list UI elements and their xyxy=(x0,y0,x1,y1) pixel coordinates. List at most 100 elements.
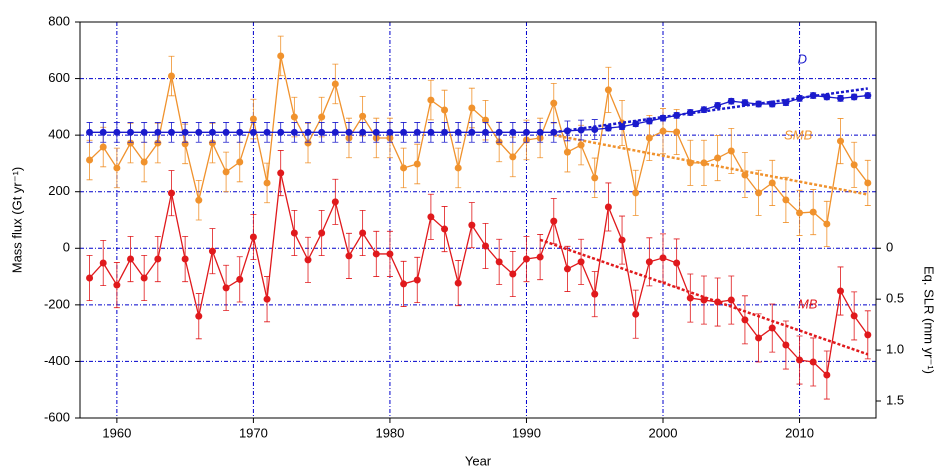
data-point xyxy=(140,128,148,136)
data-point xyxy=(181,255,189,263)
data-point xyxy=(741,99,749,107)
data-point xyxy=(468,221,476,229)
data-point xyxy=(632,310,640,318)
y2-tick-label: 0.5 xyxy=(886,291,904,306)
data-point xyxy=(113,128,121,136)
data-point xyxy=(249,115,257,123)
data-point xyxy=(782,341,790,349)
data-point xyxy=(181,128,189,136)
y2-tick-label: 0 xyxy=(886,240,893,255)
data-point xyxy=(509,270,517,278)
data-point xyxy=(236,275,244,283)
data-point xyxy=(427,96,435,104)
data-point xyxy=(741,171,749,179)
data-point xyxy=(509,128,517,136)
data-point xyxy=(441,128,449,136)
data-point xyxy=(441,225,449,233)
data-point xyxy=(236,158,244,166)
data-point xyxy=(495,258,503,266)
series-line xyxy=(89,94,868,133)
data-point xyxy=(591,125,599,133)
y-tick-label: 400 xyxy=(48,127,70,142)
x-tick-label: 1970 xyxy=(239,425,268,440)
data-point xyxy=(386,128,394,136)
data-point xyxy=(318,113,326,121)
data-point xyxy=(208,247,216,255)
data-point xyxy=(331,80,339,88)
data-point xyxy=(632,189,640,197)
data-point xyxy=(263,128,271,136)
data-point xyxy=(86,128,94,136)
data-point xyxy=(522,255,530,263)
y2-tick-label: 1.0 xyxy=(886,342,904,357)
data-point xyxy=(154,139,162,147)
data-point xyxy=(700,106,708,114)
data-point xyxy=(208,139,216,147)
x-axis-label: Year xyxy=(465,453,492,468)
data-point xyxy=(837,137,845,145)
y-axis-label: Mass flux (Gt yr⁻¹) xyxy=(9,167,24,274)
data-point xyxy=(249,233,257,241)
data-point xyxy=(645,134,653,142)
trend-line xyxy=(553,87,868,134)
data-point xyxy=(167,189,175,197)
data-point xyxy=(482,116,490,124)
data-point xyxy=(727,296,735,304)
data-point xyxy=(550,99,558,107)
data-point xyxy=(604,86,612,94)
data-point xyxy=(99,128,107,136)
data-point xyxy=(823,371,831,379)
data-point xyxy=(290,128,298,136)
data-point xyxy=(413,160,421,168)
data-point xyxy=(345,128,353,136)
data-point xyxy=(850,93,858,101)
data-point xyxy=(850,161,858,169)
data-point xyxy=(304,128,312,136)
data-point xyxy=(140,158,148,166)
data-point xyxy=(290,229,298,237)
data-point xyxy=(195,312,203,320)
data-point xyxy=(427,213,435,221)
data-point xyxy=(482,128,490,136)
y2-axis-label: Eq. SLR (mm yr⁻¹) xyxy=(922,266,937,374)
data-point xyxy=(236,128,244,136)
data-point xyxy=(331,128,339,136)
plot-frame xyxy=(79,21,877,419)
data-point xyxy=(809,208,817,216)
data-point xyxy=(495,128,503,136)
data-point xyxy=(127,128,135,136)
data-point xyxy=(591,174,599,182)
data-point xyxy=(386,250,394,258)
data-point xyxy=(563,265,571,273)
data-point xyxy=(673,111,681,119)
y-tick-label: 200 xyxy=(48,183,70,198)
data-point xyxy=(673,259,681,267)
y-tick-label: 0 xyxy=(63,240,70,255)
data-point xyxy=(359,229,367,237)
data-point xyxy=(263,295,271,303)
data-point xyxy=(154,128,162,136)
series-line xyxy=(89,172,869,377)
data-point xyxy=(127,255,135,263)
data-point xyxy=(659,254,667,262)
data-point xyxy=(536,253,544,261)
trend-line xyxy=(553,133,869,196)
data-point xyxy=(755,189,763,197)
data-point xyxy=(400,280,408,288)
data-point xyxy=(645,258,653,266)
data-point xyxy=(618,123,626,131)
x-tick-label: 2000 xyxy=(649,425,678,440)
data-point xyxy=(222,284,230,292)
data-point xyxy=(714,154,722,162)
data-point xyxy=(468,104,476,112)
data-point xyxy=(208,128,216,136)
data-point xyxy=(290,113,298,121)
data-point xyxy=(427,128,435,136)
data-point xyxy=(536,128,544,136)
data-point xyxy=(604,203,612,211)
data-point xyxy=(577,141,585,149)
trend-line xyxy=(539,238,869,356)
data-point xyxy=(809,358,817,366)
series-label: SMB xyxy=(784,127,813,142)
data-point xyxy=(113,281,121,289)
